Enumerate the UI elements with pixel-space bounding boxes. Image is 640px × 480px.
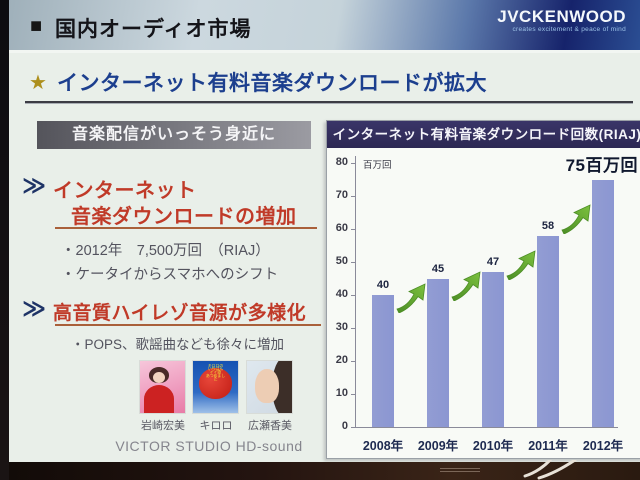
album-cover-face-portrait bbox=[247, 361, 292, 413]
bar-2010年 bbox=[482, 271, 504, 427]
bar-value-label: 45 bbox=[431, 262, 445, 275]
left-panel-banner: 音楽配信がいっそう身近に bbox=[37, 121, 311, 149]
logo-tagline: creates excitement & peace of mind bbox=[512, 26, 626, 33]
y-tick-label: 50 bbox=[335, 255, 348, 267]
bar-chart-plot: 百万回 75百万回 0 10 20 30 40 50 60 70 80 40 2008年 45 2009… bbox=[328, 148, 640, 456]
x-tick-label: 2009年 bbox=[417, 439, 459, 453]
y-tick-mark bbox=[351, 295, 355, 296]
singer-face-shape bbox=[153, 372, 165, 383]
apple-icon bbox=[199, 368, 232, 399]
y-tick-label: 10 bbox=[335, 387, 348, 399]
section1-bullet-1: ・2012年 7,500万回 （RIAJ） bbox=[61, 243, 270, 259]
headline-text: インターネット有料音楽ダウンロードが拡大 bbox=[57, 72, 487, 95]
bar-value-label: 40 bbox=[376, 279, 390, 291]
photo-bottom-band bbox=[9, 460, 640, 480]
x-tick-label: 2010年 bbox=[472, 439, 514, 453]
section2-underline bbox=[55, 324, 321, 326]
portrait-hair-shape bbox=[272, 361, 292, 413]
x-axis-line bbox=[355, 427, 618, 428]
album-caption: 広瀬香美 bbox=[248, 420, 292, 432]
faint-marks bbox=[440, 466, 480, 474]
bar-value-label: 47 bbox=[486, 255, 500, 268]
album-caption: キロロ bbox=[199, 420, 233, 432]
logo-name: JVCKENWOOD bbox=[497, 7, 626, 26]
slide: ■ 国内オーディオ市場 JVCKENWOOD creates excitemen… bbox=[9, 0, 640, 462]
y-tick-mark bbox=[351, 229, 355, 230]
y-tick-label: 80 bbox=[335, 156, 348, 168]
jvckenwood-logo: JVCKENWOOD creates excitement & peace of… bbox=[497, 8, 626, 34]
growth-arrow-icon bbox=[395, 283, 425, 313]
bar-2008年 bbox=[372, 295, 394, 427]
section1-underline bbox=[55, 227, 317, 229]
square-bullet-icon: ■ bbox=[30, 15, 43, 37]
section1-title-line2: 音楽ダウンロードの増加 bbox=[71, 206, 297, 228]
y-axis-unit-label: 百万回 bbox=[363, 160, 392, 171]
section1-bullet-2: ・ケータイからスマホへのシフト bbox=[61, 267, 279, 283]
y-tick-label: 70 bbox=[335, 189, 348, 201]
photo-left-edge bbox=[0, 0, 9, 480]
swoosh-mark-icon bbox=[523, 460, 577, 480]
bar-value-label: 58 bbox=[541, 219, 555, 232]
section2-title: 高音質ハイレゾ音源が多様化 bbox=[53, 303, 307, 324]
y-axis-line bbox=[355, 156, 356, 428]
portrait-face-shape bbox=[255, 369, 279, 403]
y-tick-mark bbox=[351, 361, 355, 362]
page-title: 国内オーディオ市場 bbox=[55, 18, 252, 41]
growth-arrow-icon bbox=[505, 250, 535, 280]
singer-red-dress-shape bbox=[144, 385, 174, 413]
x-tick-label: 2011年 bbox=[528, 439, 568, 453]
section2-bullet-1: ・POPS、歌謡曲なども徐々に増加 bbox=[71, 337, 285, 352]
y-tick-mark bbox=[351, 328, 355, 329]
y-tick-mark bbox=[351, 196, 355, 197]
x-tick-label: 2012年 bbox=[582, 439, 624, 453]
album-cover-red-apple: キロロの いちばん イイ歌 あつめました bbox=[193, 361, 238, 413]
y-tick-label: 30 bbox=[335, 321, 348, 333]
x-tick-label: 2008年 bbox=[362, 439, 404, 453]
chart-title: インターネット有料音楽ダウンロード回数(RIAJ) bbox=[327, 121, 640, 148]
album-cover-pink-singer bbox=[140, 361, 185, 413]
victor-studio-footer: VICTOR STUDIO HD-sound bbox=[115, 438, 303, 454]
star-icon: ★ bbox=[29, 72, 47, 94]
bar-2009年 bbox=[427, 278, 449, 427]
slide-header-band: ■ 国内オーディオ市場 JVCKENWOOD creates excitemen… bbox=[9, 0, 640, 53]
chevron-icon: ≫ bbox=[22, 172, 47, 198]
highlight-value-label: 75百万回 bbox=[565, 156, 638, 175]
y-tick-mark bbox=[351, 163, 355, 164]
bar-2011年 bbox=[537, 235, 559, 427]
y-tick-label: 20 bbox=[335, 354, 348, 366]
chart-panel: インターネット有料音楽ダウンロード回数(RIAJ) 百万回 75百万回 0 10 2… bbox=[326, 120, 640, 459]
y-tick-label: 60 bbox=[335, 222, 348, 234]
y-tick-label: 0 bbox=[341, 420, 348, 432]
headline-divider bbox=[25, 101, 633, 104]
y-tick-mark bbox=[351, 427, 355, 428]
album-caption: 岩崎宏美 bbox=[141, 420, 185, 432]
bar-2012年 bbox=[592, 179, 614, 427]
apple-cover-text: キロロの いちばん イイ歌 あつめました bbox=[205, 363, 226, 382]
section1-title-line1: インターネット bbox=[53, 180, 197, 202]
y-tick-label: 40 bbox=[335, 288, 348, 300]
chevron-icon: ≫ bbox=[22, 295, 47, 321]
growth-arrow-icon bbox=[450, 271, 480, 302]
y-tick-mark bbox=[351, 394, 355, 395]
y-tick-mark bbox=[351, 262, 355, 263]
growth-arrow-icon bbox=[560, 203, 590, 234]
